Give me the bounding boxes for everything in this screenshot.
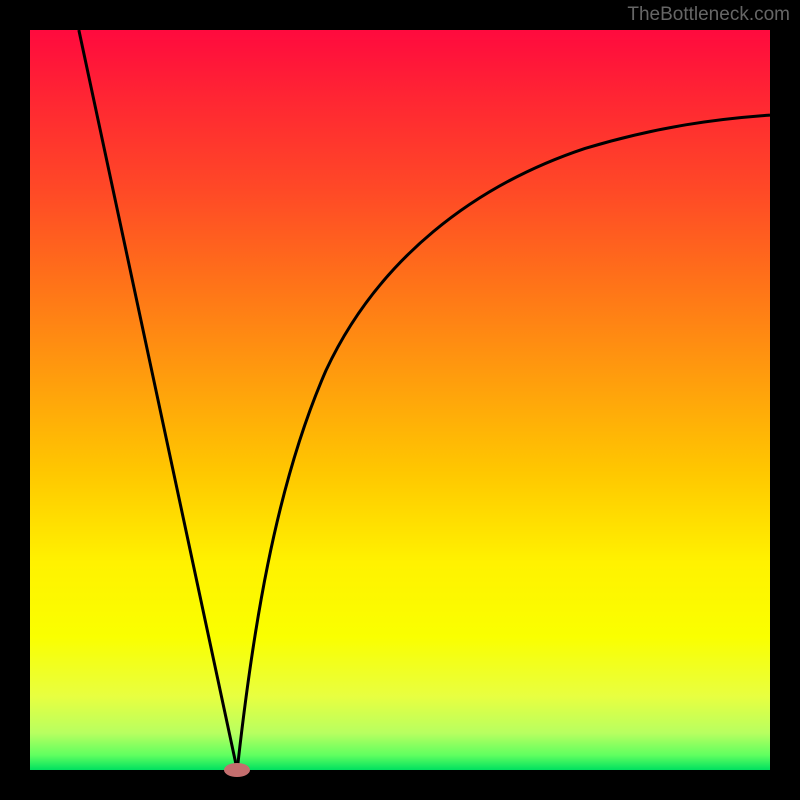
plot-area (30, 30, 770, 770)
left-descent-line (79, 30, 237, 770)
right-ascent-curve (237, 115, 770, 770)
watermark-text: TheBottleneck.com (627, 4, 790, 26)
minimum-marker (224, 763, 250, 777)
curve-layer (30, 30, 770, 770)
